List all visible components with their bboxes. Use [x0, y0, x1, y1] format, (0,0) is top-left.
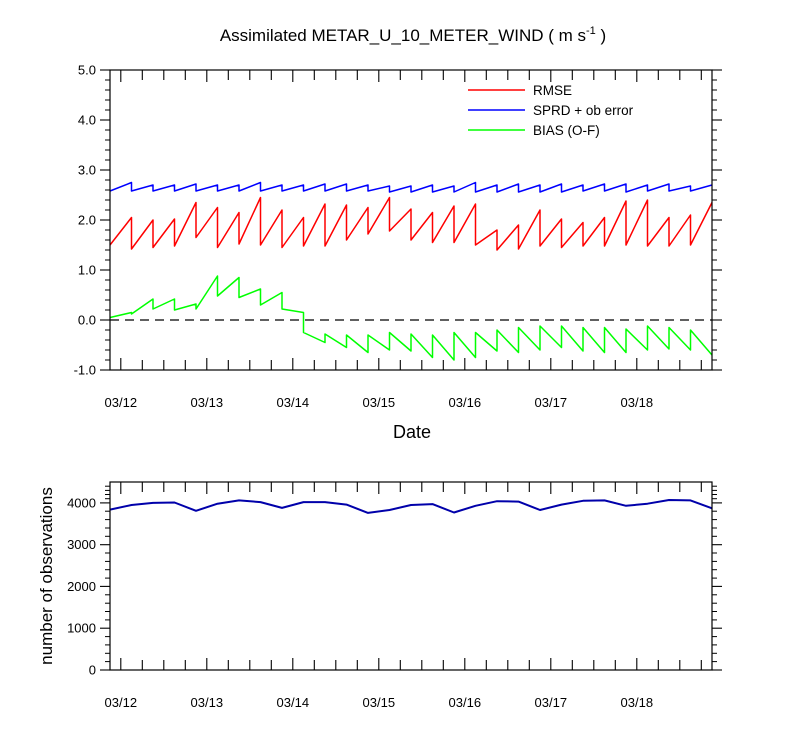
chart-title: Assimilated METAR_U_10_METER_WIND ( m s-… — [220, 25, 606, 45]
y-tick-label: 1.0 — [78, 263, 96, 278]
legend-label: RMSE — [533, 83, 572, 98]
legend-label: SPRD + ob error — [533, 103, 634, 118]
y-axis-label: number of observations — [37, 487, 56, 665]
series-line-bias-o-f — [109, 275, 713, 361]
x-axis-label: Date — [393, 422, 431, 442]
top-axes — [100, 69, 722, 371]
x-tick-label: 03/13 — [191, 395, 224, 410]
y-tick-label: 0.0 — [78, 313, 96, 328]
top-x-tick-labels: 03/12 03/13 03/14 03/15 03/16 03/17 03/18 — [105, 395, 654, 410]
bottom-plot-frame — [109, 481, 713, 671]
x-tick-label: 03/14 — [277, 395, 310, 410]
x-tick-label: 03/16 — [449, 395, 482, 410]
top-plot-frame — [109, 69, 713, 371]
x-tick-label: 03/18 — [621, 395, 654, 410]
bottom-y-tick-labels: 0 1000 2000 3000 4000 — [67, 495, 96, 677]
y-tick-label: 1000 — [67, 621, 96, 636]
y-tick-label: 3.0 — [78, 163, 96, 178]
series-line-sprd-ob-error — [109, 181, 713, 193]
y-tick-label: 4000 — [67, 495, 96, 510]
legend-label: BIAS (O-F) — [533, 123, 600, 138]
y-tick-label: 0 — [89, 663, 96, 678]
y-tick-label: 5.0 — [78, 63, 96, 78]
y-tick-label: 4.0 — [78, 113, 96, 128]
bottom-axes — [100, 482, 722, 671]
y-tick-label: 2.0 — [78, 213, 96, 228]
top-panel: Assimilated METAR_U_10_METER_WIND ( m s-… — [74, 25, 722, 442]
x-tick-label: 03/14 — [277, 695, 310, 710]
bottom-series-group — [109, 499, 713, 514]
x-tick-label: 03/13 — [191, 695, 224, 710]
top-y-tick-labels: -1.0 0.0 1.0 2.0 3.0 4.0 5.0 — [74, 63, 96, 378]
x-tick-label: 03/17 — [535, 395, 568, 410]
x-tick-label: 03/18 — [621, 695, 654, 710]
x-tick-label: 03/12 — [105, 395, 138, 410]
series-line-rmse — [109, 196, 713, 251]
series-line-observations — [109, 499, 713, 514]
y-tick-label: -1.0 — [74, 363, 96, 378]
bottom-x-tick-labels: 03/12 03/13 03/14 03/15 03/16 03/17 03/18 — [105, 695, 654, 710]
x-tick-label: 03/12 — [105, 695, 138, 710]
x-tick-label: 03/15 — [363, 395, 396, 410]
x-tick-label: 03/15 — [363, 695, 396, 710]
x-tick-label: 03/16 — [449, 695, 482, 710]
top-series-group — [109, 181, 713, 361]
y-tick-label: 3000 — [67, 537, 96, 552]
legend: RMSE SPRD + ob error BIAS (O-F) — [468, 83, 634, 138]
y-tick-label: 2000 — [67, 579, 96, 594]
x-tick-label: 03/17 — [535, 695, 568, 710]
